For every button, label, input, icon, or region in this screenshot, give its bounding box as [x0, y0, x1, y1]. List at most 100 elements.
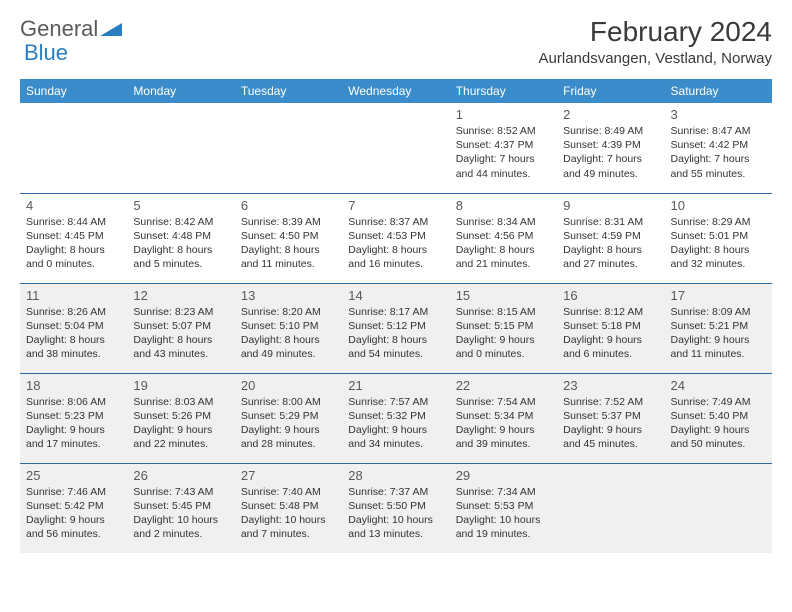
day-info: Sunrise: 8:42 AMSunset: 4:48 PMDaylight:… — [133, 215, 228, 272]
calendar-day-cell: 22Sunrise: 7:54 AMSunset: 5:34 PMDayligh… — [450, 373, 557, 463]
day-number: 2 — [563, 107, 658, 122]
calendar-day-cell — [342, 103, 449, 193]
day-info: Sunrise: 8:09 AMSunset: 5:21 PMDaylight:… — [671, 305, 766, 362]
calendar-day-cell: 8 Sunrise: 8:34 AMSunset: 4:56 PMDaylight… — [450, 193, 557, 283]
calendar-day-cell: 19Sunrise: 8:03 AMSunset: 5:26 PMDayligh… — [127, 373, 234, 463]
day-number: 14 — [348, 288, 443, 303]
day-info: Sunrise: 8:26 AMSunset: 5:04 PMDaylight:… — [26, 305, 121, 362]
calendar-week-row: 4 Sunrise: 8:44 AMSunset: 4:45 PMDaylight… — [20, 193, 772, 283]
day-number: 7 — [348, 198, 443, 213]
day-info: Sunrise: 8:34 AMSunset: 4:56 PMDaylight:… — [456, 215, 551, 272]
day-info: Sunrise: 8:15 AMSunset: 5:15 PMDaylight:… — [456, 305, 551, 362]
calendar-day-cell: 16 Sunrise: 8:12 AMSunset: 5:18 PMDayligh… — [557, 283, 664, 373]
day-info: Sunrise: 8:17 AMSunset: 5:12 PMDaylight:… — [348, 305, 443, 362]
day-info: Sunrise: 8:23 AMSunset: 5:07 PMDaylight:… — [133, 305, 228, 362]
logo-triangle-icon — [100, 16, 122, 42]
day-number: 23 — [563, 378, 658, 393]
day-number: 3 — [671, 107, 766, 122]
day-number: 6 — [241, 198, 336, 213]
day-info: Sunrise: 8:00 AMSunset: 5:29 PMDaylight:… — [241, 395, 336, 452]
weekday-header: Monday — [127, 79, 234, 103]
calendar-day-cell: 10 Sunrise: 8:29 AMSunset: 5:01 PMDayligh… — [665, 193, 772, 283]
calendar-day-cell: 14 Sunrise: 8:17 AMSunset: 5:12 PMDayligh… — [342, 283, 449, 373]
day-info: Sunrise: 7:54 AMSunset: 5:34 PMDaylight:… — [456, 395, 551, 452]
weekday-header-row: SundayMondayTuesdayWednesdayThursdayFrid… — [20, 79, 772, 103]
day-number: 4 — [26, 198, 121, 213]
calendar-day-cell: 5Sunrise: 8:42 AMSunset: 4:48 PMDaylight… — [127, 193, 234, 283]
calendar-day-cell: 23 Sunrise: 7:52 AMSunset: 5:37 PMDayligh… — [557, 373, 664, 463]
day-info: Sunrise: 8:44 AMSunset: 4:45 PMDaylight:… — [26, 215, 121, 272]
calendar-day-cell: 18 Sunrise: 8:06 AMSunset: 5:23 PMDayligh… — [20, 373, 127, 463]
day-number: 16 — [563, 288, 658, 303]
weekday-header: Friday — [557, 79, 664, 103]
day-number: 12 — [133, 288, 228, 303]
day-info: Sunrise: 8:37 AMSunset: 4:53 PMDaylight:… — [348, 215, 443, 272]
calendar-day-cell — [20, 103, 127, 193]
calendar-table: SundayMondayTuesdayWednesdayThursdayFrid… — [20, 79, 772, 553]
calendar-day-cell — [665, 463, 772, 553]
day-number: 21 — [348, 378, 443, 393]
calendar-day-cell — [557, 463, 664, 553]
day-number: 28 — [348, 468, 443, 483]
calendar-day-cell — [235, 103, 342, 193]
day-info: Sunrise: 8:47 AMSunset: 4:42 PMDaylight:… — [671, 124, 766, 181]
calendar-day-cell: 7 Sunrise: 8:37 AMSunset: 4:53 PMDaylight… — [342, 193, 449, 283]
weekday-header: Wednesday — [342, 79, 449, 103]
calendar-day-cell: 15 Sunrise: 8:15 AMSunset: 5:15 PMDayligh… — [450, 283, 557, 373]
calendar-day-cell: 9 Sunrise: 8:31 AMSunset: 4:59 PMDaylight… — [557, 193, 664, 283]
day-number: 9 — [563, 198, 658, 213]
logo-text-general: General — [20, 16, 98, 42]
calendar-day-cell: 26Sunrise: 7:43 AMSunset: 5:45 PMDayligh… — [127, 463, 234, 553]
calendar-day-cell: 4 Sunrise: 8:44 AMSunset: 4:45 PMDaylight… — [20, 193, 127, 283]
day-number: 1 — [456, 107, 551, 122]
calendar-body: 1 Sunrise: 8:52 AMSunset: 4:37 PMDaylight… — [20, 103, 772, 553]
day-info: Sunrise: 7:57 AMSunset: 5:32 PMDaylight:… — [348, 395, 443, 452]
title-block: February 2024 Aurlandsvangen, Vestland, … — [539, 16, 772, 67]
day-info: Sunrise: 8:29 AMSunset: 5:01 PMDaylight:… — [671, 215, 766, 272]
calendar-day-cell: 2 Sunrise: 8:49 AMSunset: 4:39 PMDaylight… — [557, 103, 664, 193]
calendar-day-cell: 21 Sunrise: 7:57 AMSunset: 5:32 PMDayligh… — [342, 373, 449, 463]
calendar-day-cell: 3 Sunrise: 8:47 AMSunset: 4:42 PMDaylight… — [665, 103, 772, 193]
weekday-header: Tuesday — [235, 79, 342, 103]
day-info: Sunrise: 7:52 AMSunset: 5:37 PMDaylight:… — [563, 395, 658, 452]
day-number: 27 — [241, 468, 336, 483]
calendar-day-cell: 6 Sunrise: 8:39 AMSunset: 4:50 PMDaylight… — [235, 193, 342, 283]
calendar-week-row: 18 Sunrise: 8:06 AMSunset: 5:23 PMDayligh… — [20, 373, 772, 463]
calendar-day-cell — [127, 103, 234, 193]
day-number: 24 — [671, 378, 766, 393]
calendar-week-row: 11 Sunrise: 8:26 AMSunset: 5:04 PMDayligh… — [20, 283, 772, 373]
calendar-day-cell: 28Sunrise: 7:37 AMSunset: 5:50 PMDayligh… — [342, 463, 449, 553]
day-info: Sunrise: 8:06 AMSunset: 5:23 PMDaylight:… — [26, 395, 121, 452]
month-title: February 2024 — [539, 16, 772, 48]
day-number: 25 — [26, 468, 121, 483]
day-info: Sunrise: 7:46 AMSunset: 5:42 PMDaylight:… — [26, 485, 121, 542]
calendar-day-cell: 17 Sunrise: 8:09 AMSunset: 5:21 PMDayligh… — [665, 283, 772, 373]
day-number: 19 — [133, 378, 228, 393]
calendar-day-cell: 11 Sunrise: 8:26 AMSunset: 5:04 PMDayligh… — [20, 283, 127, 373]
logo-text-blue: Blue — [24, 40, 68, 66]
day-info: Sunrise: 7:40 AMSunset: 5:48 PMDaylight:… — [241, 485, 336, 542]
calendar-day-cell: 1 Sunrise: 8:52 AMSunset: 4:37 PMDaylight… — [450, 103, 557, 193]
header: General February 2024 Aurlandsvangen, Ve… — [20, 16, 772, 67]
weekday-header: Sunday — [20, 79, 127, 103]
calendar-week-row: 1 Sunrise: 8:52 AMSunset: 4:37 PMDaylight… — [20, 103, 772, 193]
day-number: 15 — [456, 288, 551, 303]
day-number: 10 — [671, 198, 766, 213]
calendar-day-cell: 13Sunrise: 8:20 AMSunset: 5:10 PMDayligh… — [235, 283, 342, 373]
day-info: Sunrise: 7:34 AMSunset: 5:53 PMDaylight:… — [456, 485, 551, 542]
day-number: 11 — [26, 288, 121, 303]
day-info: Sunrise: 8:31 AMSunset: 4:59 PMDaylight:… — [563, 215, 658, 272]
day-info: Sunrise: 8:52 AMSunset: 4:37 PMDaylight:… — [456, 124, 551, 181]
day-number: 13 — [241, 288, 336, 303]
day-number: 20 — [241, 378, 336, 393]
day-number: 8 — [456, 198, 551, 213]
day-info: Sunrise: 8:12 AMSunset: 5:18 PMDaylight:… — [563, 305, 658, 362]
calendar-day-cell: 29Sunrise: 7:34 AMSunset: 5:53 PMDayligh… — [450, 463, 557, 553]
location: Aurlandsvangen, Vestland, Norway — [539, 50, 772, 67]
day-number: 18 — [26, 378, 121, 393]
day-info: Sunrise: 8:49 AMSunset: 4:39 PMDaylight:… — [563, 124, 658, 181]
day-info: Sunrise: 8:39 AMSunset: 4:50 PMDaylight:… — [241, 215, 336, 272]
day-number: 17 — [671, 288, 766, 303]
day-info: Sunrise: 7:49 AMSunset: 5:40 PMDaylight:… — [671, 395, 766, 452]
logo: General — [20, 16, 122, 42]
